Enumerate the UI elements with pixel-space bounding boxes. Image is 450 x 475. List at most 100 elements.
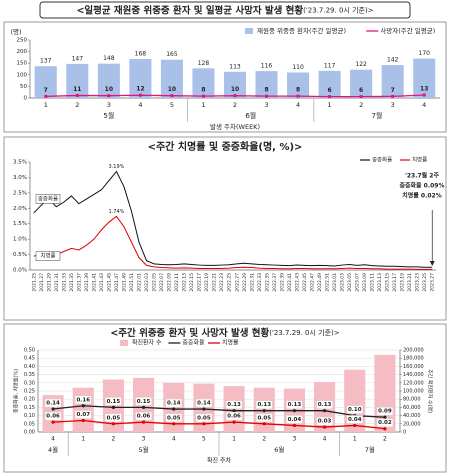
x-tick-label: 2	[75, 101, 79, 109]
label-box	[135, 411, 152, 421]
label-box	[346, 415, 363, 424]
line-marker	[111, 405, 116, 409]
x-tick-label: 1	[201, 101, 205, 109]
line-marker	[75, 93, 79, 97]
x-tick-label: 2023.27	[430, 273, 436, 292]
bar-value-label: 117	[324, 62, 336, 69]
line-marker	[51, 407, 55, 411]
x-tick-label: 2023.05	[347, 273, 353, 292]
x-tick-label: 2021.33	[61, 273, 67, 292]
bar-value-label: 147	[72, 55, 84, 62]
line-marker	[201, 94, 205, 98]
annotation-arrowhead	[429, 261, 435, 266]
x-tick-label: 2022.19	[204, 273, 210, 292]
x-tick-label: 2023.23	[415, 273, 421, 292]
line-marker	[172, 422, 176, 426]
x-tick-label: 2021.47	[114, 273, 120, 292]
peak-label: 1.74%	[109, 209, 125, 215]
x-tick-label: 2022.49	[317, 273, 323, 292]
line-marker	[422, 93, 426, 97]
label-box	[225, 400, 243, 409]
y-tick-label: 0.50	[24, 348, 35, 354]
bar-value-label: 137	[40, 58, 52, 65]
line-value-label: 0.05	[107, 415, 121, 421]
chart-title: <주간 치명률 및 중증화율(명, %)>	[148, 140, 303, 153]
x-tick-label: 5	[202, 436, 206, 443]
line	[53, 405, 385, 418]
bar	[72, 387, 94, 432]
annotation: 치명률 0.02%	[402, 192, 441, 200]
label-box	[105, 413, 122, 422]
bar-value-label: 128	[198, 60, 210, 67]
label-box	[286, 415, 303, 424]
y-axis-label: (명)	[10, 27, 21, 36]
line-marker	[81, 404, 85, 408]
line-marker	[383, 427, 387, 431]
bar-value-label: 148	[103, 55, 115, 62]
line-value-label: 0.04	[348, 417, 362, 423]
line-value-label: 0.05	[167, 415, 181, 421]
line-marker	[322, 409, 327, 413]
label-box	[256, 413, 273, 422]
line-marker	[232, 409, 236, 413]
label-box	[75, 410, 92, 419]
y2-tick-label: 100,000	[403, 389, 424, 395]
bar-value-label: 170	[419, 50, 431, 57]
title-box	[39, 1, 411, 19]
line-value-label: 0.14	[46, 401, 60, 407]
bar-value-label: 116	[261, 63, 273, 70]
bar	[381, 65, 404, 98]
x-tick-label: 1	[81, 436, 85, 443]
y2-tick-label: 180,000	[403, 356, 424, 362]
line-value-label: 6	[359, 87, 363, 94]
x-group-label: 4월	[48, 445, 58, 454]
x-tick-label: 3	[142, 436, 146, 443]
label-box	[44, 398, 62, 408]
bar	[287, 72, 310, 98]
line-marker	[292, 409, 297, 413]
bar	[97, 63, 120, 98]
label-box	[135, 397, 152, 406]
label-box	[316, 400, 333, 409]
line-marker	[202, 422, 206, 426]
line-value-label: 10	[231, 86, 239, 93]
label-box	[376, 418, 394, 427]
x-group-label: 5월	[103, 111, 114, 120]
y-tick-label: 2.0%	[13, 206, 27, 212]
title-note: ('23.7.29. 0시 기준)>	[303, 6, 374, 15]
bar	[413, 58, 436, 98]
x-tick-label: 2021.35	[69, 273, 75, 292]
line-marker	[296, 94, 300, 98]
x-tick-label: 2022.45	[302, 273, 308, 292]
y2-tick-label: 20,000	[403, 421, 421, 427]
chart-title: <주간 위중증 환자 및 사망자 발생 현황('23.7.29. 0시 기준)>	[110, 327, 339, 339]
x-tick-label: 2021.27	[39, 273, 45, 292]
y2-tick-label: 40,000	[403, 413, 421, 419]
x-tick-label: 1	[232, 436, 236, 443]
label-box	[286, 400, 303, 409]
x-tick-label: 2022.07	[159, 273, 165, 292]
line-marker	[232, 420, 236, 424]
line-value-label: 0.05	[197, 415, 211, 421]
line-value-label: 11	[73, 86, 81, 93]
y-tick-label: 0.5%	[13, 252, 27, 258]
line-value-label: 0.02	[378, 420, 392, 426]
label-box	[75, 395, 92, 404]
line-value-label: 13	[420, 85, 428, 92]
y2-tick-label: 80,000	[403, 397, 421, 403]
x-tick-label: 2023.25	[422, 273, 428, 292]
x-tick-label: 2022.21	[212, 273, 218, 292]
y-tick-label: 2.5%	[13, 190, 27, 196]
bar-value-label: 113	[229, 63, 241, 70]
legend-swatch	[245, 28, 253, 34]
label-box	[165, 398, 182, 408]
x-tick-label: 5	[170, 101, 174, 109]
series-tag: 중증화율	[38, 195, 58, 202]
x-tick-label: 2021.51	[129, 273, 135, 292]
x-tick-label: 2021.31	[54, 273, 60, 292]
legend-swatch	[120, 340, 128, 346]
y-tick-label: 0.30	[24, 380, 35, 386]
x-group-label: 7월	[365, 445, 375, 454]
